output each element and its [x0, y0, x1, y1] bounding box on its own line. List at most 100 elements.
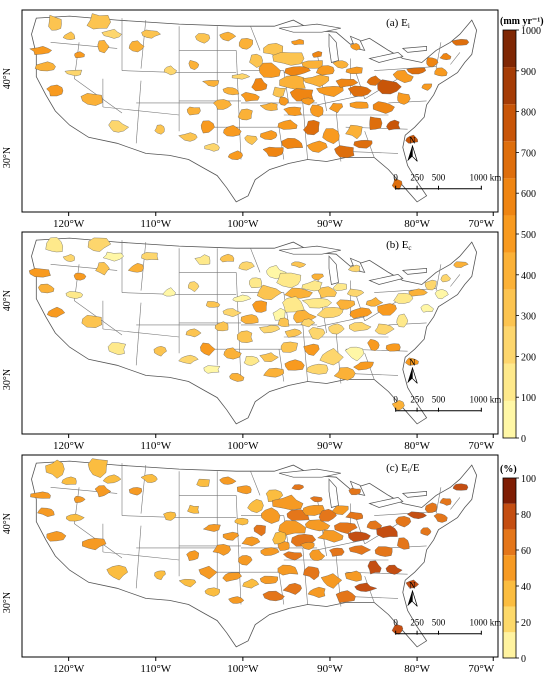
- colorbar-tick-label: 1000: [521, 26, 541, 37]
- basin-patch: [102, 251, 124, 262]
- basin-patch: [227, 150, 243, 160]
- basin-patch: [244, 135, 258, 146]
- basin-patch: [277, 541, 290, 551]
- longitude-label: 110°W: [140, 218, 171, 230]
- basin-patch: [345, 124, 363, 140]
- basin-patch: [48, 14, 62, 31]
- great-lake: [328, 255, 339, 285]
- basin-patch: [320, 573, 343, 589]
- basin-patch: [222, 87, 240, 96]
- longitude-label: 100°W: [227, 440, 259, 452]
- basin-patch: [277, 317, 290, 327]
- colorbar-tick-label: 500: [521, 230, 536, 241]
- basin-patch: [332, 505, 349, 515]
- scalebar-label: 0: [393, 618, 398, 628]
- us-outline: [31, 15, 478, 203]
- basin-patch: [306, 140, 328, 153]
- basin-patch: [301, 280, 323, 292]
- basin-patch: [219, 253, 235, 263]
- basin-patch: [374, 546, 393, 557]
- basin-patch: [397, 92, 411, 105]
- longitude-label: 80°W: [404, 663, 430, 675]
- basin-patch: [284, 359, 305, 371]
- basin-patch: [45, 237, 63, 253]
- longitude-label: 70°W: [468, 440, 494, 452]
- basin-patch: [317, 530, 344, 543]
- basin-patch: [277, 119, 298, 130]
- basin-patch: [385, 564, 403, 575]
- basin-patch: [163, 511, 177, 521]
- longitude-label: 120°W: [53, 218, 85, 230]
- basin-patch: [237, 330, 253, 343]
- basin-patch: [223, 125, 242, 137]
- colorbar-tick-label: 600: [521, 189, 536, 200]
- latitude-label: 40°N: [2, 513, 13, 534]
- colorbar-segment: [503, 555, 516, 581]
- great-lake: [401, 491, 427, 498]
- state-boundary: [102, 328, 180, 338]
- basin-patch: [223, 347, 242, 360]
- basin-patch: [277, 564, 299, 576]
- scalebar-label: 250: [410, 618, 424, 628]
- basin-patch: [424, 279, 437, 291]
- basin-patch: [202, 524, 221, 532]
- colorbar-title: (%): [500, 464, 517, 475]
- basin-patch: [249, 53, 263, 68]
- basin-patch: [344, 570, 362, 582]
- basin-patch: [302, 505, 325, 516]
- basin-patch: [222, 308, 242, 317]
- basin-patch: [453, 261, 469, 268]
- state-boundary: [302, 547, 308, 605]
- basin-patch: [306, 363, 329, 375]
- basin-patch: [309, 496, 323, 503]
- basin-patch: [200, 120, 215, 134]
- great-lake: [278, 23, 341, 33]
- basin-patch: [260, 130, 278, 140]
- basin-patch: [74, 51, 85, 58]
- colorbar-frame: [502, 477, 517, 659]
- basin-patch: [374, 323, 395, 335]
- colorbar-segment: [503, 178, 516, 216]
- basin-patch: [253, 524, 266, 537]
- basin-patch: [153, 346, 167, 357]
- basin-patch: [102, 474, 122, 484]
- basin-patch: [259, 102, 278, 111]
- basin-patch: [372, 101, 395, 114]
- basin-patch: [303, 120, 320, 136]
- basin-patch: [240, 92, 260, 102]
- basin-patch: [315, 65, 335, 76]
- state-boundary: [317, 316, 365, 328]
- great-lake: [401, 268, 427, 275]
- state-boundary: [250, 26, 261, 51]
- state-boundary: [435, 487, 442, 514]
- basin-patch: [328, 323, 345, 335]
- basin-patch: [237, 108, 253, 121]
- basin-patch: [186, 106, 201, 116]
- basin-patch: [309, 549, 326, 561]
- basin-patch: [86, 13, 111, 30]
- colorbar-tick-label: 300: [521, 312, 536, 323]
- basin-patch: [318, 509, 337, 522]
- basin-patch: [87, 237, 112, 252]
- basin-patch: [258, 62, 281, 78]
- state-boundary: [250, 471, 261, 496]
- colorbar-segment: [503, 580, 516, 607]
- basin-patch: [202, 80, 220, 87]
- basin-patch: [195, 33, 211, 44]
- basin-patch: [73, 272, 87, 281]
- great-lake: [328, 33, 339, 63]
- colorbar-tick-label: 60: [521, 546, 531, 557]
- basin-patch: [154, 570, 166, 581]
- basin-patch: [302, 74, 329, 88]
- basin-patch: [391, 178, 403, 190]
- basin-patch: [38, 283, 55, 294]
- basin-patch: [249, 277, 262, 288]
- basin-patch: [74, 496, 86, 503]
- colorbar-segment: [503, 104, 516, 142]
- basin-patch: [204, 587, 220, 597]
- basin-patch: [45, 459, 65, 479]
- state-boundary: [374, 511, 437, 516]
- basin-patch: [349, 307, 373, 319]
- basin-patch: [346, 288, 365, 297]
- north-arrow-icon: [407, 145, 413, 162]
